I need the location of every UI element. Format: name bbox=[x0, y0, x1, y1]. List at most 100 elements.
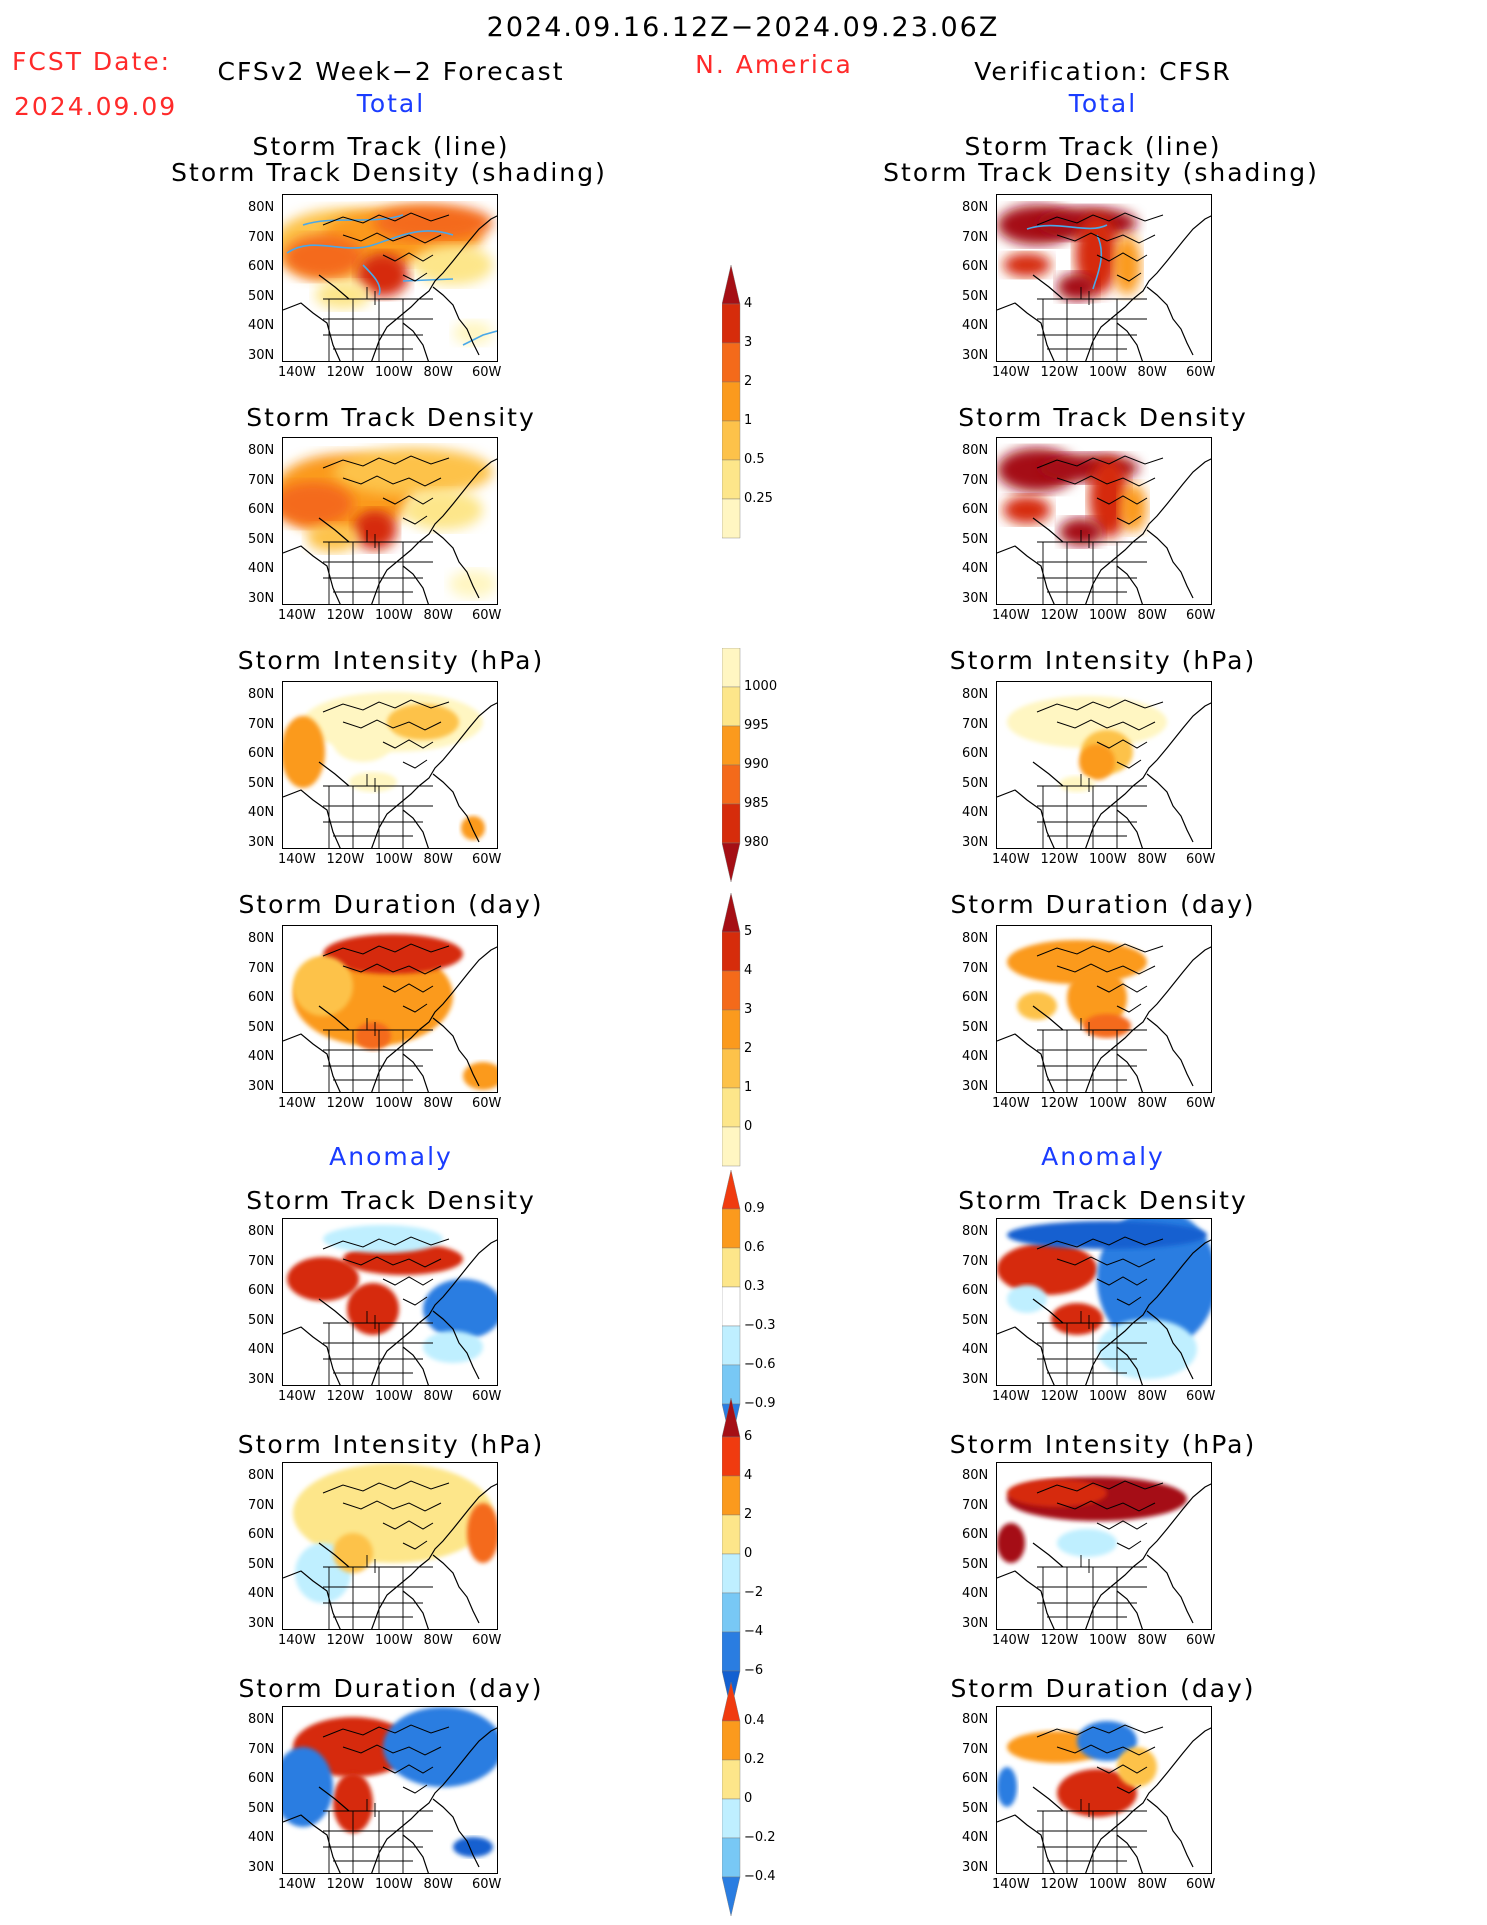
map-outline bbox=[1037, 1799, 1147, 1873]
colorbar-label: 985 bbox=[744, 796, 769, 811]
map-canvas bbox=[997, 205, 1211, 361]
colorbar-label: 4 bbox=[744, 1468, 753, 1483]
total-label-right: Total bbox=[1068, 89, 1138, 118]
map-outline bbox=[997, 946, 1211, 1092]
colorbar-segment bbox=[722, 803, 741, 844]
shaded-region bbox=[333, 1773, 373, 1833]
shaded-region bbox=[997, 1243, 1097, 1295]
lat-tick-label: 70N bbox=[248, 716, 275, 732]
map-outline bbox=[323, 774, 433, 848]
map-outline bbox=[322, 212, 450, 282]
lon-tick-label: 140W bbox=[278, 852, 316, 867]
colorbar-segment bbox=[722, 931, 741, 972]
map-canvas bbox=[283, 1225, 497, 1385]
title-track-shading-left: Storm Track Density (shading) bbox=[171, 158, 607, 187]
colorbar-segment bbox=[722, 1553, 741, 1594]
lon-tick-label: 120W bbox=[1040, 365, 1079, 380]
map-outline bbox=[997, 1239, 1211, 1385]
title-density-left: Storm Track Density bbox=[246, 403, 536, 432]
lat-tick-label: 80N bbox=[248, 1712, 275, 1727]
lon-tick-label: 100W bbox=[375, 1096, 413, 1111]
lon-tick-label: 100W bbox=[1089, 608, 1127, 623]
map-canvas bbox=[283, 1463, 497, 1629]
map-outline bbox=[322, 1724, 450, 1794]
lon-tick-label: 120W bbox=[1040, 852, 1079, 867]
shaded-region bbox=[403, 490, 483, 530]
lon-tick-label: 100W bbox=[375, 608, 413, 623]
map-outline bbox=[1036, 1480, 1164, 1550]
shaded-region bbox=[1067, 968, 1127, 1028]
lat-tick-label: 50N bbox=[962, 1556, 989, 1572]
shaded-region bbox=[1083, 1014, 1131, 1038]
colorbar-segment bbox=[722, 1208, 741, 1249]
colorbar-label: 6 bbox=[744, 1429, 753, 1444]
lat-tick-label: 40N bbox=[248, 1342, 275, 1357]
map-panel-a_intensity bbox=[282, 1462, 498, 1630]
map-outline bbox=[322, 699, 450, 769]
lon-tick-label: 100W bbox=[375, 1877, 413, 1892]
colorbar-segment bbox=[722, 970, 741, 1011]
colorbar-label: 5 bbox=[744, 924, 753, 939]
map-outline bbox=[1036, 455, 1164, 525]
lat-tick-label: 30N bbox=[248, 347, 275, 363]
colorbar-intensity_anom bbox=[722, 1398, 741, 1711]
lat-tick-label: 70N bbox=[962, 1253, 989, 1269]
lat-tick-label: 70N bbox=[962, 1497, 989, 1513]
lat-tick-label: 60N bbox=[248, 502, 275, 517]
map-panel-a_intensity_v bbox=[996, 1462, 1212, 1630]
total-label-left: Total bbox=[356, 89, 426, 118]
map-outline bbox=[323, 1311, 433, 1385]
lat-tick-label: 30N bbox=[962, 347, 989, 363]
map-outline bbox=[283, 1239, 497, 1385]
map-outline bbox=[997, 215, 1211, 361]
lat-tick-label: 60N bbox=[248, 990, 275, 1005]
colorbar-segment bbox=[722, 265, 741, 305]
lat-tick-label: 30N bbox=[962, 1078, 989, 1094]
shaded-region bbox=[1117, 1747, 1157, 1787]
colorbar-segment bbox=[722, 1247, 741, 1288]
colorbar-label: 1000 bbox=[744, 679, 778, 694]
colorbar-segment bbox=[722, 893, 741, 933]
lat-tick-label: 40N bbox=[962, 561, 989, 576]
fcst-date-label: FCST Date: bbox=[12, 47, 172, 76]
shaded-region bbox=[315, 281, 371, 309]
lat-tick-label: 70N bbox=[962, 1741, 989, 1757]
shaded-region bbox=[1007, 1285, 1047, 1313]
lon-tick-label: 140W bbox=[992, 1389, 1030, 1404]
colorbar-label: −6 bbox=[744, 1663, 764, 1678]
shaded-region bbox=[347, 1283, 399, 1335]
colorbar-label: 2 bbox=[744, 1507, 753, 1522]
lat-tick-label: 80N bbox=[962, 1224, 989, 1239]
colorbar-label: 0.5 bbox=[744, 452, 765, 467]
colorbar-label: 2 bbox=[744, 1041, 753, 1056]
shaded-region bbox=[1077, 1721, 1137, 1761]
lat-tick-label: 50N bbox=[248, 531, 275, 547]
lon-tick-label: 100W bbox=[375, 365, 413, 380]
lon-tick-label: 60W bbox=[472, 608, 502, 623]
map-outline bbox=[283, 946, 497, 1092]
lat-tick-label: 80N bbox=[248, 1224, 275, 1239]
colorbar-segment bbox=[722, 1286, 741, 1327]
colorbar-segment bbox=[722, 1048, 741, 1089]
lat-tick-label: 60N bbox=[962, 1283, 989, 1298]
lon-tick-label: 80W bbox=[1137, 852, 1167, 867]
shaded-region bbox=[1003, 496, 1051, 524]
map-outline bbox=[1037, 1018, 1147, 1092]
shaded-region bbox=[1119, 484, 1147, 532]
colorbar-label: 980 bbox=[744, 835, 769, 850]
shaded-region bbox=[293, 956, 353, 1016]
map-panel-intensity bbox=[282, 681, 498, 849]
lat-tick-label: 30N bbox=[248, 834, 275, 850]
lat-tick-label: 30N bbox=[248, 1615, 275, 1631]
lat-tick-label: 70N bbox=[962, 960, 989, 976]
colorbar-segment bbox=[722, 1682, 741, 1722]
lat-tick-label: 50N bbox=[962, 1800, 989, 1816]
map-panel-intensity_v bbox=[996, 681, 1212, 849]
lat-tick-label: 30N bbox=[248, 1078, 275, 1094]
lat-tick-label: 60N bbox=[962, 746, 989, 761]
map-outline bbox=[997, 702, 1211, 848]
colorbar-label: −0.3 bbox=[744, 1318, 776, 1333]
map-outline bbox=[322, 943, 450, 1013]
lon-tick-label: 120W bbox=[326, 1633, 365, 1648]
shaded-region bbox=[1089, 458, 1129, 538]
